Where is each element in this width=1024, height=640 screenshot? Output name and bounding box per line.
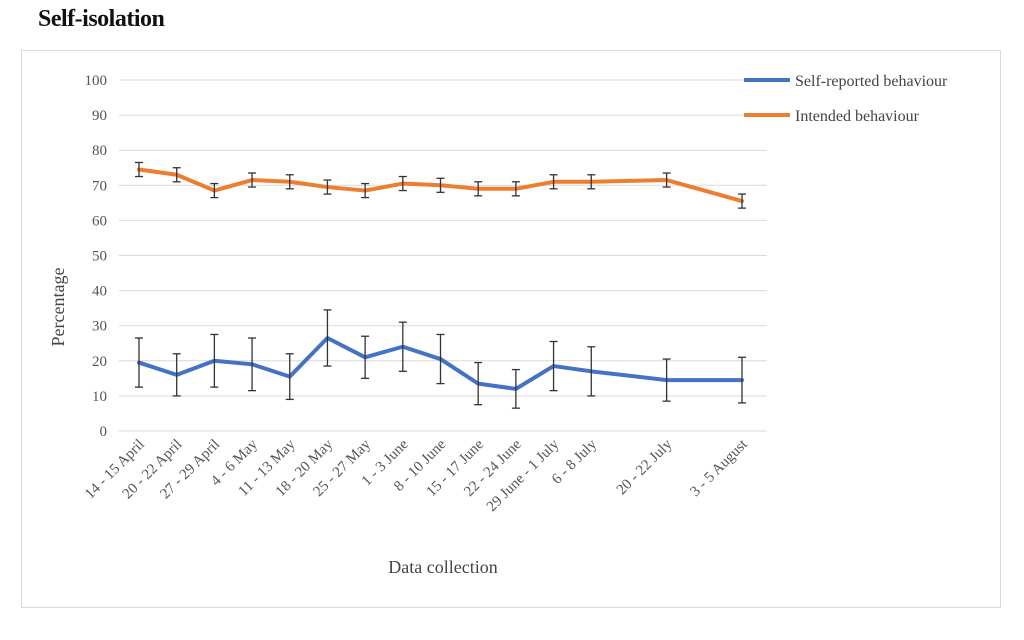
error-bar	[323, 179, 332, 195]
error-bar	[587, 346, 596, 397]
error-bar	[248, 172, 257, 188]
error-bar	[172, 353, 181, 397]
error-bar	[474, 361, 483, 406]
error-bar	[135, 161, 143, 178]
error-bar	[738, 356, 746, 404]
error-bar	[436, 333, 445, 385]
x-axis-title: Data collection	[388, 557, 497, 577]
x-tick-label: 3 - 5 August	[687, 436, 751, 500]
y-tick-label: 50	[92, 249, 107, 265]
error-bar	[135, 337, 143, 388]
error-bar	[436, 177, 445, 193]
x-tick-label: 20 - 22 July	[614, 436, 676, 498]
error-bar	[323, 309, 332, 367]
legend-label-self-reported: Self-reported behaviour	[795, 73, 948, 90]
y-tick-label: 90	[92, 108, 107, 124]
y-axis-title: Percentage	[48, 268, 68, 347]
error-bar	[398, 175, 407, 192]
error-bar	[587, 174, 596, 190]
y-tick-label: 60	[92, 213, 107, 229]
y-tick-label: 100	[85, 73, 108, 89]
error-bar	[285, 353, 294, 401]
error-bar	[662, 172, 671, 188]
y-tick-label: 0	[100, 424, 108, 440]
y-tick-label: 40	[92, 284, 107, 300]
error-bar	[210, 182, 219, 199]
error-bar	[285, 174, 294, 190]
error-bar	[549, 340, 558, 392]
error-bar	[172, 167, 181, 183]
error-bar	[738, 193, 746, 209]
y-tick-label: 10	[92, 389, 107, 405]
y-tick-label: 20	[92, 354, 107, 370]
legend: Self-reported behaviour Intended behavio…	[744, 73, 948, 125]
page-title: Self-isolation	[38, 6, 165, 32]
error-bar	[210, 333, 219, 388]
error-bars	[135, 161, 746, 409]
error-bar	[511, 181, 520, 197]
error-bar	[474, 181, 483, 197]
legend-label-intended: Intended behaviour	[795, 108, 920, 125]
error-bar	[398, 321, 407, 372]
error-bar	[662, 358, 671, 402]
y-tick-label: 70	[92, 178, 107, 194]
y-tick-label: 30	[92, 319, 107, 335]
y-tick-label: 80	[92, 143, 107, 159]
y-axis-ticks: 0 10 20 30 40 50 60 70 80 90 100	[85, 73, 108, 440]
error-bar	[549, 174, 558, 190]
error-bar	[361, 335, 370, 380]
chart-frame: 0 10 20 30 40 50 60 70 80 90 100 14 - 15 April 20 -…	[21, 50, 1001, 608]
error-bar	[361, 182, 370, 199]
error-bar	[511, 368, 520, 409]
error-bar	[248, 337, 257, 392]
